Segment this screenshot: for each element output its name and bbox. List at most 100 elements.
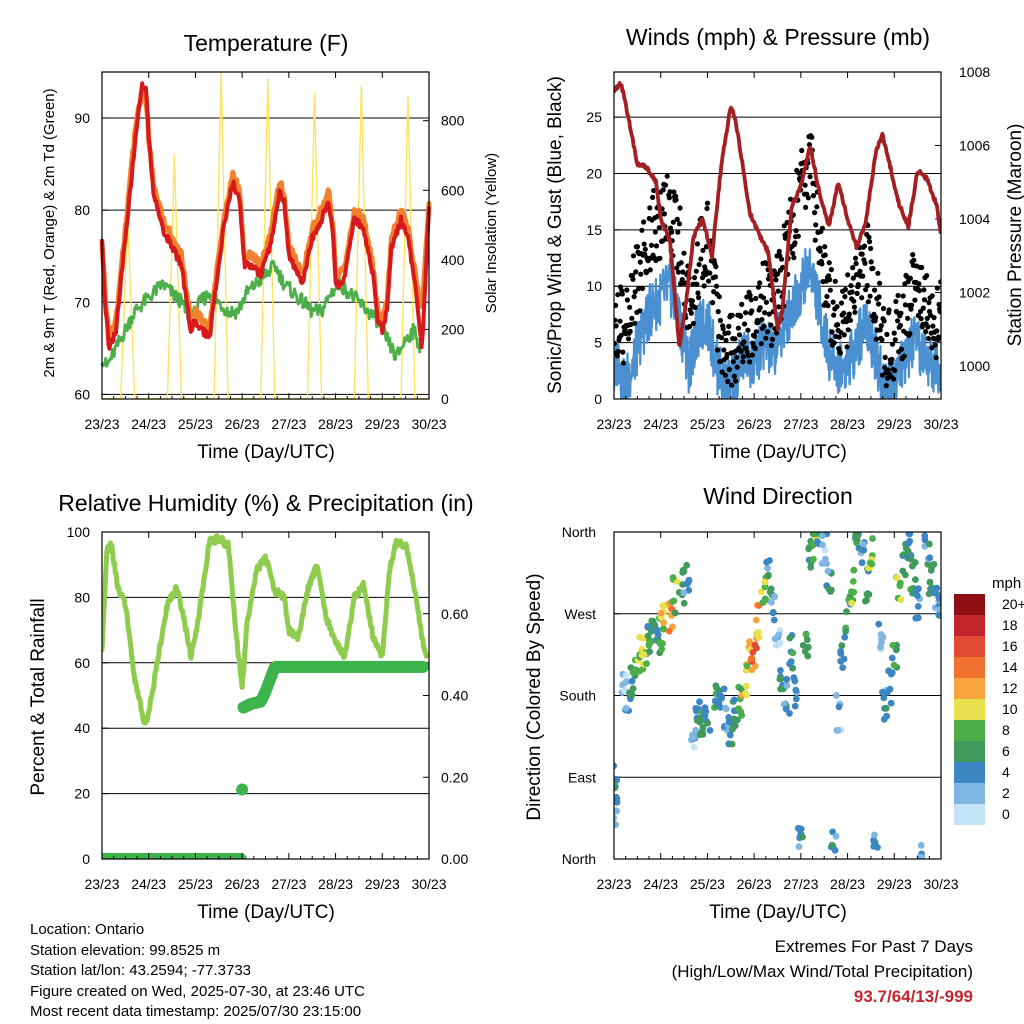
- gust-point: [917, 309, 924, 315]
- gust-point: [805, 195, 812, 201]
- direction-point: [860, 546, 868, 554]
- gust-point: [700, 247, 706, 253]
- gust-point: [881, 318, 887, 324]
- direction-point: [786, 660, 793, 668]
- direction-point: [819, 541, 826, 549]
- direction-point: [799, 642, 807, 649]
- gust-point: [835, 322, 841, 328]
- direction-point: [837, 648, 844, 655]
- direction-point: [897, 579, 904, 587]
- station-elevation: Station elevation: 99.8525 m: [30, 941, 221, 959]
- x-tick-label: 28/23: [830, 416, 865, 432]
- gust-point: [628, 321, 634, 328]
- y-tick-label: North: [562, 524, 596, 540]
- gust-point: [883, 383, 889, 389]
- gust-point: [778, 256, 785, 262]
- gust-point: [920, 305, 926, 311]
- y-tick-label: 80: [74, 589, 90, 605]
- gust-point: [932, 342, 938, 348]
- direction-point: [764, 564, 771, 572]
- direction-point: [628, 690, 636, 698]
- direction-point: [622, 704, 630, 712]
- direction-point: [639, 665, 647, 673]
- gust-point: [866, 239, 873, 245]
- plot-frame: [101, 531, 430, 860]
- gust-point: [667, 189, 673, 195]
- direction-point: [776, 675, 784, 683]
- direction-point: [928, 564, 936, 571]
- gust-point: [761, 323, 767, 329]
- direction-point: [804, 652, 812, 660]
- legend-swatch: [954, 762, 985, 783]
- gust-point: [614, 317, 618, 323]
- gust-point: [764, 329, 771, 335]
- x-tick-label: 26/23: [737, 876, 772, 892]
- direction-point: [797, 825, 805, 833]
- gust-point: [843, 319, 850, 325]
- gust-point: [729, 382, 735, 388]
- gust-point: [791, 255, 797, 261]
- direction-point: [799, 833, 806, 841]
- gust-point: [692, 304, 698, 311]
- direction-point: [897, 596, 905, 604]
- gust-point: [717, 317, 724, 324]
- gust-point: [719, 369, 725, 375]
- direction-point: [878, 639, 885, 647]
- gust-point: [852, 309, 858, 315]
- direction-point: [802, 631, 810, 638]
- gust-point: [926, 299, 932, 306]
- gust-point: [749, 352, 756, 358]
- direction-point: [786, 634, 794, 642]
- gust-point: [916, 288, 923, 294]
- gust-point: [812, 210, 818, 216]
- gust-point: [629, 315, 635, 321]
- gust-point: [692, 275, 698, 281]
- gust-point: [732, 336, 738, 342]
- y2-tick-label: 1004: [959, 211, 990, 227]
- gust-point: [884, 331, 890, 337]
- x-tick-label: 23/23: [596, 876, 631, 892]
- rain-dots: [102, 660, 429, 859]
- gust-point: [726, 366, 733, 373]
- gust-point: [891, 376, 897, 382]
- direction-point: [752, 616, 760, 624]
- x-tick-label: 24/23: [131, 876, 166, 892]
- x-tick-label: 24/23: [643, 416, 678, 432]
- gust-point: [730, 359, 736, 365]
- gust-point: [934, 285, 941, 291]
- gust-point: [625, 336, 632, 342]
- direction-point: [848, 599, 855, 607]
- gust-point: [817, 248, 823, 254]
- gust-point: [867, 293, 873, 299]
- gust-point: [828, 267, 835, 273]
- winds-xlabel: Time (Day/UTC): [709, 442, 847, 463]
- gust-point: [674, 265, 680, 271]
- direction-points: [614, 532, 941, 859]
- gust-point: [617, 318, 623, 324]
- gust-point: [892, 367, 898, 374]
- gust-point: [690, 320, 697, 326]
- gust-point: [678, 260, 684, 266]
- x-tick-label: 25/23: [690, 416, 725, 432]
- x-tick-label: 23/23: [84, 416, 119, 432]
- direction-point: [654, 626, 661, 634]
- gust-point: [666, 195, 673, 201]
- direction-point: [706, 727, 714, 734]
- gust-point: [780, 264, 786, 271]
- gust-point: [889, 341, 896, 347]
- gust-point: [900, 293, 906, 299]
- gust-point: [877, 280, 883, 286]
- gust-point: [641, 241, 647, 247]
- gust-point: [910, 252, 916, 258]
- gust-point: [930, 323, 936, 329]
- direction-point: [909, 562, 916, 570]
- gust-point: [615, 292, 621, 298]
- gust-point: [704, 205, 710, 212]
- gust-point: [855, 282, 861, 288]
- direction-point: [754, 629, 762, 636]
- direction-point: [860, 540, 867, 548]
- direction-point: [722, 705, 730, 713]
- gust-point: [632, 320, 638, 326]
- direction-point: [926, 554, 934, 562]
- extremes-values: 93.7/64/13/-999: [853, 987, 973, 1006]
